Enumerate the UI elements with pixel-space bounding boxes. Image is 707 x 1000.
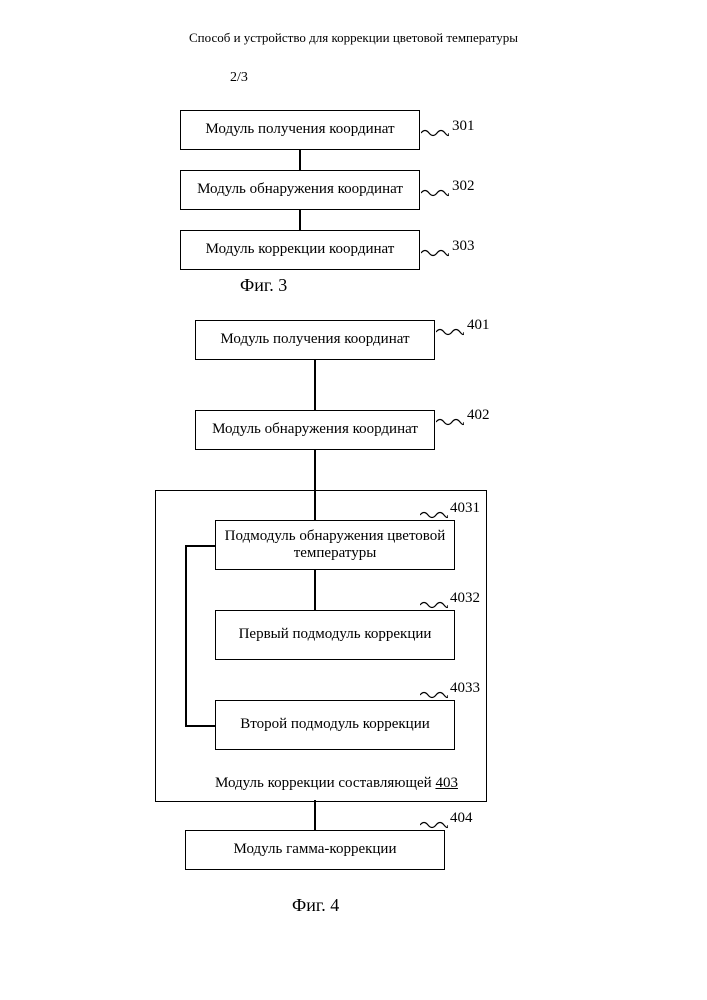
fig4-ref-404: 404 [450, 810, 473, 827]
fig3-box-303-label: Модуль коррекции координат [206, 241, 395, 258]
fig4-box-4032: Первый подмодуль коррекции [215, 610, 455, 660]
connector [314, 800, 316, 830]
doc-title: Способ и устройство для коррекции цветов… [0, 30, 707, 46]
connector [299, 150, 301, 170]
fig4-ref-4032: 4032 [450, 590, 480, 607]
connector [314, 570, 316, 610]
fig4-container-label-text: Модуль коррекции составляющей [215, 775, 432, 791]
connector [185, 545, 187, 725]
fig4-ref-4031: 4031 [450, 500, 480, 517]
page: Способ и устройство для коррекции цветов… [0, 0, 707, 1000]
connector [185, 725, 215, 727]
fig3-box-303: Модуль коррекции координат [180, 230, 420, 270]
fig3-ref-303: 303 [452, 238, 475, 255]
fig4-box-4033: Второй подмодуль коррекции [215, 700, 455, 750]
fig4-ref-402: 402 [467, 407, 490, 424]
fig3-caption: Фиг. 3 [240, 275, 287, 296]
connector [314, 360, 316, 410]
connector [299, 210, 301, 230]
fig4-caption: Фиг. 4 [292, 895, 339, 916]
squiggle-icon [421, 128, 449, 138]
squiggle-icon [421, 248, 449, 258]
fig3-box-302-label: Модуль обнаружения координат [197, 181, 403, 198]
fig3-box-302: Модуль обнаружения координат [180, 170, 420, 210]
fig3-ref-301: 301 [452, 118, 475, 135]
squiggle-icon [420, 600, 448, 610]
fig4-ref-4033: 4033 [450, 680, 480, 697]
fig4-container-ref: 403 [435, 775, 458, 791]
squiggle-icon [420, 820, 448, 830]
fig4-box-404: Модуль гамма-коррекции [185, 830, 445, 870]
fig4-box-401-label: Модуль получения координат [220, 331, 409, 348]
fig4-box-4033-label: Второй подмодуль коррекции [240, 716, 430, 733]
fig4-box-402-label: Модуль обнаружения координат [212, 421, 418, 438]
page-number: 2/3 [230, 70, 248, 86]
squiggle-icon [421, 188, 449, 198]
squiggle-icon [420, 510, 448, 520]
fig4-box-401: Модуль получения координат [195, 320, 435, 360]
fig3-box-301-label: Модуль получения координат [205, 121, 394, 138]
fig4-box-4031-label: Подмодуль обнаружения цветовой температу… [220, 528, 450, 563]
squiggle-icon [436, 417, 464, 427]
fig4-box-404-label: Модуль гамма-коррекции [234, 841, 397, 858]
fig3-box-301: Модуль получения координат [180, 110, 420, 150]
squiggle-icon [420, 690, 448, 700]
fig4-box-4031: Подмодуль обнаружения цветовой температу… [215, 520, 455, 570]
fig4-box-402: Модуль обнаружения координат [195, 410, 435, 450]
fig4-box-4032-label: Первый подмодуль коррекции [239, 626, 432, 643]
connector [185, 545, 215, 547]
fig4-container-label: Модуль коррекции составляющей 403 [215, 775, 458, 792]
squiggle-icon [436, 327, 464, 337]
fig3-ref-302: 302 [452, 178, 475, 195]
fig4-ref-401: 401 [467, 317, 490, 334]
